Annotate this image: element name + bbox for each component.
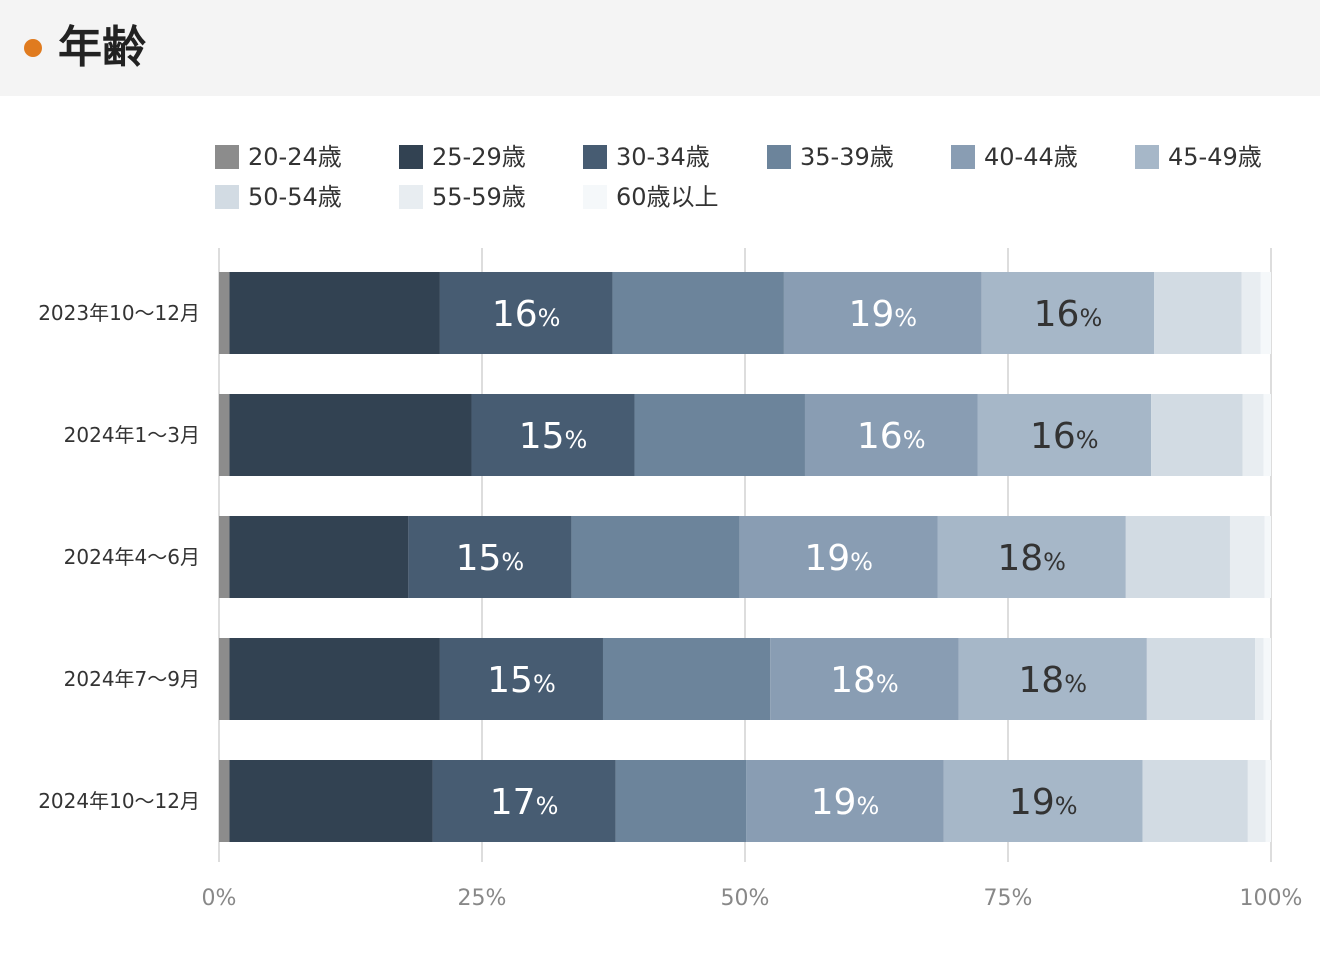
legend-label: 30-34歳	[616, 143, 710, 171]
category-label: 2024年4〜6月	[64, 545, 200, 569]
bar-segment	[1247, 760, 1266, 842]
section-header: 年齢	[0, 0, 1320, 96]
orange-dot-icon	[24, 39, 42, 57]
legend-label: 25-29歳	[432, 143, 526, 171]
bar-segment	[1260, 272, 1271, 354]
x-tick-label: 100%	[1240, 886, 1303, 911]
legend-swatch	[583, 185, 607, 209]
bar-segment	[439, 638, 603, 720]
bar-segment	[219, 394, 230, 476]
bar-segment	[219, 760, 230, 842]
bar-segment	[602, 638, 771, 720]
bar-segment	[1146, 638, 1256, 720]
legend-swatch	[399, 185, 423, 209]
bar-segment	[1263, 638, 1271, 720]
bar-segment	[219, 638, 230, 720]
legend-swatch	[1135, 145, 1159, 169]
bar-segment	[219, 272, 230, 354]
bar-segment	[977, 394, 1152, 476]
bar-segment	[615, 760, 747, 842]
bar-segment	[1241, 272, 1261, 354]
legend-swatch	[399, 145, 423, 169]
bar-segment	[229, 638, 440, 720]
bar-segment	[1229, 516, 1265, 598]
legend-swatch	[767, 145, 791, 169]
bar-segment	[1151, 394, 1243, 476]
section-title: 年齢	[58, 22, 146, 73]
legend-swatch	[215, 185, 239, 209]
legend-label: 45-49歳	[1168, 143, 1262, 171]
category-label: 2024年1〜3月	[64, 423, 200, 447]
bar-segment	[229, 394, 472, 476]
data-label: 19%	[811, 782, 880, 823]
bar-segment	[571, 516, 740, 598]
bar-segment	[770, 638, 959, 720]
x-tick-label: 0%	[202, 886, 237, 911]
bar-segment	[432, 760, 616, 842]
legend-label: 40-44歳	[984, 143, 1078, 171]
data-label: 19%	[1009, 782, 1078, 823]
bar-segment	[1264, 516, 1271, 598]
x-tick-label: 50%	[721, 886, 770, 911]
x-tick-label: 75%	[984, 886, 1033, 911]
bar-segment	[634, 394, 805, 476]
bar-segment	[1242, 394, 1264, 476]
legend-label: 20-24歳	[248, 143, 342, 171]
bar-segment	[1255, 638, 1264, 720]
bar-segment	[1265, 760, 1271, 842]
bar-segment	[783, 272, 982, 354]
bar-segment	[612, 272, 784, 354]
x-tick-label: 25%	[458, 886, 507, 911]
data-label: 16%	[1030, 416, 1099, 457]
legend-label: 60歳以上	[616, 183, 719, 211]
category-label: 2024年7〜9月	[64, 667, 200, 691]
legend-label: 35-39歳	[800, 143, 894, 171]
bar-segment	[981, 272, 1155, 354]
bar-segment	[1142, 760, 1248, 842]
category-label: 2024年10〜12月	[38, 789, 200, 813]
legend-label: 55-59歳	[432, 183, 526, 211]
bar-segment	[219, 516, 230, 598]
bar-segment	[943, 760, 1143, 842]
bar-segment	[958, 638, 1147, 720]
legend-swatch	[951, 145, 975, 169]
bar-segment	[804, 394, 978, 476]
bar-segment	[739, 516, 938, 598]
bar-segment	[1125, 516, 1230, 598]
bar-segment	[439, 272, 613, 354]
bar-segment	[229, 272, 440, 354]
bar-segment	[1154, 272, 1242, 354]
bar-segment	[746, 760, 944, 842]
bar-segment	[471, 394, 635, 476]
bar-segment	[229, 760, 433, 842]
bar-segment	[1263, 394, 1271, 476]
legend-swatch	[215, 145, 239, 169]
category-label: 2023年10〜12月	[38, 301, 200, 325]
data-label: 15%	[456, 538, 525, 579]
bar-segment	[937, 516, 1126, 598]
bar-segment	[229, 516, 409, 598]
legend-label: 50-54歳	[248, 183, 342, 211]
bar-segment	[408, 516, 572, 598]
legend-swatch	[583, 145, 607, 169]
